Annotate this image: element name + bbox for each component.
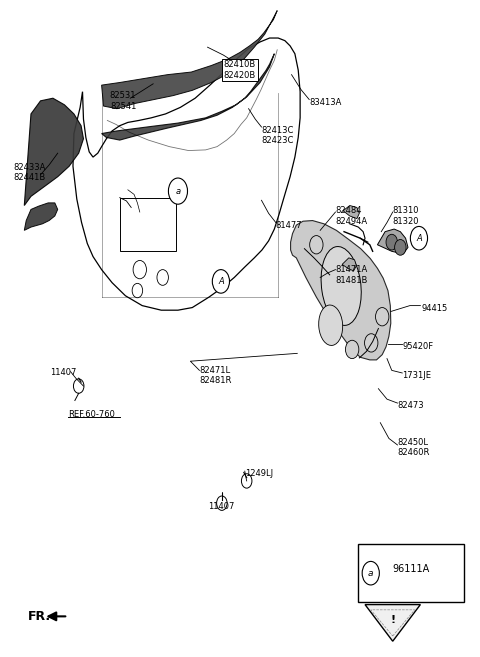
Text: 82531
82541: 82531 82541 <box>110 91 136 110</box>
Text: 1249LJ: 1249LJ <box>245 469 273 478</box>
Polygon shape <box>365 604 420 641</box>
Text: 11407: 11407 <box>50 369 77 378</box>
Polygon shape <box>377 229 408 254</box>
Circle shape <box>395 240 406 255</box>
Circle shape <box>375 307 389 326</box>
Polygon shape <box>102 11 277 108</box>
Text: 82471L
82481R: 82471L 82481R <box>199 366 232 385</box>
Text: 95420F: 95420F <box>402 342 433 351</box>
Circle shape <box>212 269 229 293</box>
Text: 94415: 94415 <box>421 304 447 313</box>
Polygon shape <box>342 258 357 271</box>
Text: 82410B
82420B: 82410B 82420B <box>224 60 256 79</box>
Text: 81471A
81481B: 81471A 81481B <box>336 265 368 284</box>
Text: 82413C
82423C: 82413C 82423C <box>262 125 294 145</box>
Text: 82473: 82473 <box>397 401 424 410</box>
Text: 83413A: 83413A <box>309 99 342 107</box>
Ellipse shape <box>321 246 361 325</box>
Ellipse shape <box>319 305 343 346</box>
Polygon shape <box>343 206 360 219</box>
FancyBboxPatch shape <box>359 545 464 602</box>
Circle shape <box>346 340 359 359</box>
Text: 81310
81320: 81310 81320 <box>393 206 419 225</box>
Circle shape <box>410 227 428 250</box>
Polygon shape <box>102 54 275 140</box>
Polygon shape <box>290 221 391 360</box>
Text: 82484
82494A: 82484 82494A <box>336 206 368 225</box>
Text: A: A <box>218 277 224 286</box>
Text: a: a <box>175 187 180 196</box>
Text: a: a <box>368 569 373 578</box>
Text: !: ! <box>390 616 395 625</box>
Text: 82433A
82441B: 82433A 82441B <box>13 163 46 183</box>
Circle shape <box>168 178 188 204</box>
Polygon shape <box>24 203 58 231</box>
Circle shape <box>386 235 397 250</box>
Text: REF.60-760: REF.60-760 <box>68 411 115 419</box>
Text: A: A <box>416 234 422 242</box>
Circle shape <box>310 236 323 254</box>
Circle shape <box>364 334 378 352</box>
Text: 96111A: 96111A <box>393 564 430 574</box>
Polygon shape <box>24 98 84 206</box>
Text: 82450L
82460R: 82450L 82460R <box>397 438 430 457</box>
Text: 1731JE: 1731JE <box>402 371 431 380</box>
Text: 11407: 11407 <box>208 502 234 511</box>
Circle shape <box>362 561 379 585</box>
Text: 81477: 81477 <box>276 221 302 230</box>
Text: FR.: FR. <box>28 610 51 623</box>
